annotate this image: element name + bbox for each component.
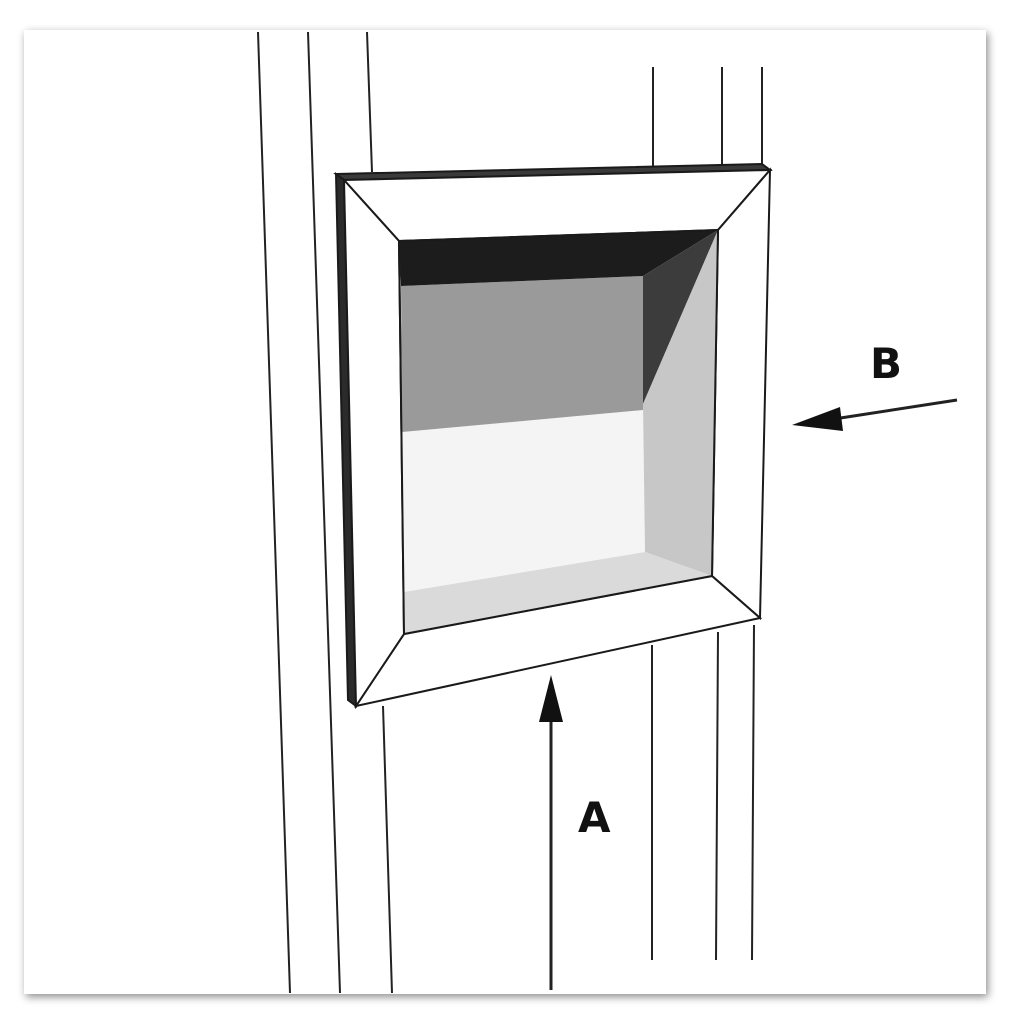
arrow-b-head <box>792 407 843 431</box>
frame-right-piece <box>710 167 772 621</box>
label-a: A <box>578 793 611 842</box>
left-trim-lines <box>257 31 393 994</box>
recess-back-upper <box>401 276 643 432</box>
arrow-a <box>539 675 563 990</box>
recess-outline <box>397 228 720 636</box>
recess-sill <box>404 552 712 634</box>
label-b: B <box>870 339 902 388</box>
niche-frame <box>333 162 773 710</box>
recess-top-band <box>399 230 718 286</box>
right-trim-lines <box>651 67 763 961</box>
recess-back-lower <box>402 410 645 592</box>
arrow-b <box>792 398 958 431</box>
arrow-a-head <box>539 675 563 722</box>
recess-right-light <box>643 230 718 576</box>
